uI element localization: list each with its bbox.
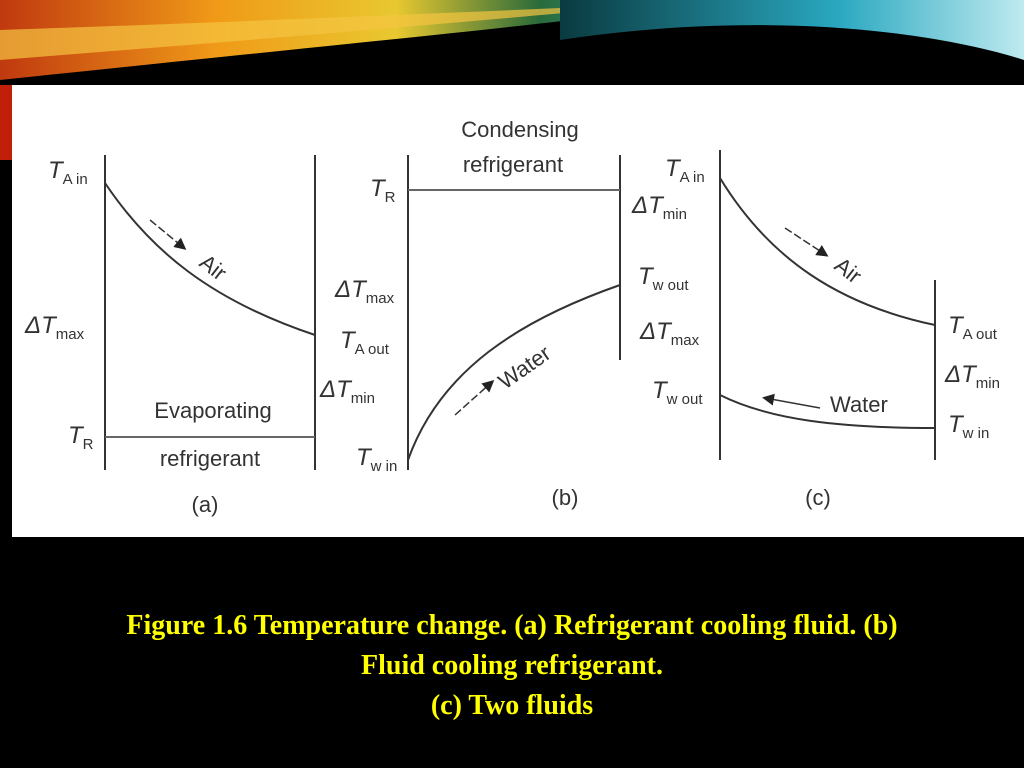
subscript: w in [370, 458, 398, 475]
subscript: max [366, 290, 395, 307]
diagram-text: Evaporating [154, 398, 271, 423]
figure-background [12, 85, 1024, 537]
symbol-label: ΔTmin [319, 376, 375, 407]
symbol: T [638, 263, 655, 290]
symbol: ΔT [24, 312, 58, 339]
symbol: ΔT [319, 376, 353, 403]
panel-label: (c) [805, 485, 831, 510]
subscript: A out [355, 341, 390, 358]
symbol: T [665, 155, 682, 182]
diagram-text: Condensing [461, 117, 578, 142]
symbol: T [652, 377, 669, 404]
diagram-text: refrigerant [463, 152, 563, 177]
symbol: T [340, 327, 357, 354]
symbol-label: TA in [48, 157, 88, 188]
subscript: w out [666, 391, 704, 408]
panel-label: (a) [192, 492, 219, 517]
symbol-label: TA in [665, 155, 705, 186]
symbol-label: ΔTmin [944, 361, 1000, 392]
symbol: ΔT [334, 276, 368, 303]
symbol-label: Tw out [652, 377, 703, 408]
symbol: T [68, 422, 85, 449]
symbol-label: ΔTmax [24, 312, 85, 343]
subscript: A out [963, 326, 998, 343]
subscript: max [56, 326, 85, 343]
symbol-label: TR [68, 422, 94, 453]
symbol: ΔT [639, 318, 673, 345]
subscript: A in [63, 171, 88, 188]
subscript: w out [652, 277, 690, 294]
subscript: R [83, 436, 94, 453]
caption-line: (c) Two fluids [430, 690, 594, 721]
symbol: ΔT [944, 361, 978, 388]
diagram-lines [104, 150, 936, 470]
symbol-label: Tw in [948, 411, 989, 442]
symbol: T [948, 312, 965, 339]
caption-line: Figure 1.6 Temperature change. (a) Refri… [126, 610, 898, 641]
symbol-label: TA out [340, 327, 390, 358]
symbol-label: TA out [948, 312, 998, 343]
subscript: R [385, 189, 396, 206]
symbol-label: ΔTmin [631, 192, 687, 223]
symbol: T [370, 175, 387, 202]
symbol-label: Tw out [638, 263, 689, 294]
symbol: T [48, 157, 65, 184]
symbol: T [948, 411, 965, 438]
subscript: min [976, 375, 1000, 392]
symbol: ΔT [631, 192, 665, 219]
symbol-label: ΔTmax [334, 276, 395, 307]
subscript: min [351, 390, 375, 407]
subscript: max [671, 332, 700, 349]
symbol: T [356, 444, 373, 471]
symbol-label: TR [370, 175, 396, 206]
caption-line: Fluid cooling refrigerant. [361, 650, 663, 681]
subscript: A in [680, 169, 705, 186]
diagram-text: Water [830, 392, 888, 417]
symbol-label: ΔTmax [639, 318, 700, 349]
banner [0, 0, 1024, 160]
subscript: w in [962, 425, 990, 442]
diagram-text: refrigerant [160, 446, 260, 471]
symbol-label: Tw in [356, 444, 397, 475]
subscript: min [663, 206, 687, 223]
caption: Figure 1.6 Temperature change. (a) Refri… [0, 606, 1024, 726]
panel-label: (b) [552, 485, 579, 510]
